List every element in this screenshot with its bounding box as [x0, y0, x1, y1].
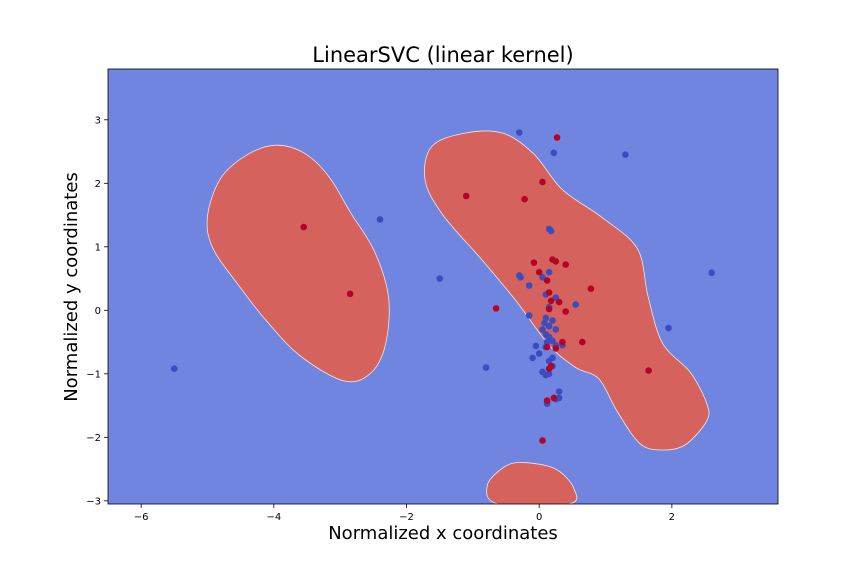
class-1-point-4 [521, 195, 528, 203]
class-1-point-17 [545, 305, 553, 313]
class-0-point-34 [535, 350, 543, 357]
chart-title: LinearSVC (linear kernel) [312, 43, 573, 67]
class-0-point-22 [545, 322, 553, 330]
class-0-point-24 [552, 326, 560, 333]
y-tick-label: 1 [95, 242, 101, 253]
class-0-point-20 [549, 317, 556, 324]
y-tick-label: 3 [95, 115, 101, 126]
class-0-point-43 [542, 371, 550, 379]
class-0-point-7 [436, 275, 444, 282]
class-1-point-28 [543, 397, 551, 404]
class-0-point-35 [529, 354, 536, 362]
decision-region-2 [424, 130, 710, 451]
class-1-point-21 [559, 338, 566, 346]
class-1-point-13 [346, 290, 354, 298]
class-1-point-12 [587, 285, 595, 293]
class-0-point-44 [555, 388, 563, 395]
class-0-point-21 [541, 319, 548, 327]
class-0-point-1 [516, 129, 523, 136]
class-0-point-12 [708, 269, 715, 277]
class-0-point-28 [543, 338, 551, 346]
x-tick-label: 2 [669, 512, 675, 523]
x-axis-ticks: −6 −4 −2 0 2 [134, 504, 675, 523]
class-0-point-6 [547, 227, 555, 235]
decision-region-3 [486, 462, 578, 504]
class-1-point-11 [543, 277, 551, 284]
class-1-point-8 [562, 261, 569, 268]
class-1-point-18 [492, 305, 500, 312]
y-tick-label: −2 [86, 433, 101, 444]
class-1-point-29 [539, 437, 546, 444]
class-1-point-9 [530, 259, 538, 267]
scatter-points [171, 129, 715, 444]
y-tick-label: 0 [95, 306, 101, 317]
class-1-point-10 [535, 268, 543, 276]
y-axis-ticks: −3 −2 −1 0 1 2 3 [86, 115, 108, 507]
class-0-point-23 [539, 326, 546, 333]
y-tick-label: −3 [86, 496, 101, 507]
class-0-point-19 [542, 314, 550, 322]
x-tick-label: −4 [266, 512, 281, 523]
class-0-point-16 [572, 301, 579, 308]
y-tick-label: −1 [86, 369, 101, 380]
class-1-point-27 [550, 394, 558, 402]
class-1-point-19 [562, 308, 569, 315]
class-0-point-39 [482, 364, 490, 371]
class-0-point-40 [171, 365, 178, 373]
class-1-point-1 [553, 134, 561, 141]
class-0-point-31 [532, 342, 540, 350]
decision-regions [206, 130, 710, 504]
class-0-point-4 [376, 216, 384, 223]
class-1-point-26 [545, 365, 553, 373]
y-axis-label: Normalized y coordinates [61, 172, 82, 402]
class-1-point-2 [539, 178, 546, 186]
x-tick-label: 0 [536, 512, 542, 523]
class-1-point-3 [462, 192, 470, 200]
class-1-point-22 [543, 343, 551, 351]
plot-frame [107, 68, 779, 505]
class-0-point-10 [545, 268, 553, 276]
class-1-point-7 [552, 258, 560, 265]
class-1-point-23 [552, 345, 560, 352]
class-0-point-33 [665, 324, 672, 332]
class-1-point-25 [645, 367, 652, 374]
class-0-point-2 [550, 149, 558, 157]
class-0-point-9 [517, 274, 524, 281]
class-0-point-11 [539, 274, 546, 281]
x-axis-label: Normalized x coordinates [328, 523, 558, 544]
class-1-point-15 [547, 297, 555, 305]
x-tick-label: −6 [134, 512, 149, 523]
x-tick-label: −2 [399, 512, 414, 523]
class-0-point-37 [545, 357, 553, 365]
class-1-point-16 [555, 298, 563, 306]
decision-region-1 [206, 144, 390, 383]
class-1-point-14 [545, 289, 553, 296]
class-0-point-3 [622, 151, 629, 158]
class-1-point-5 [300, 223, 308, 231]
class-0-point-18 [525, 312, 533, 319]
class-0-point-13 [525, 282, 533, 289]
y-tick-label: 2 [95, 179, 101, 190]
class-1-point-20 [579, 338, 586, 346]
